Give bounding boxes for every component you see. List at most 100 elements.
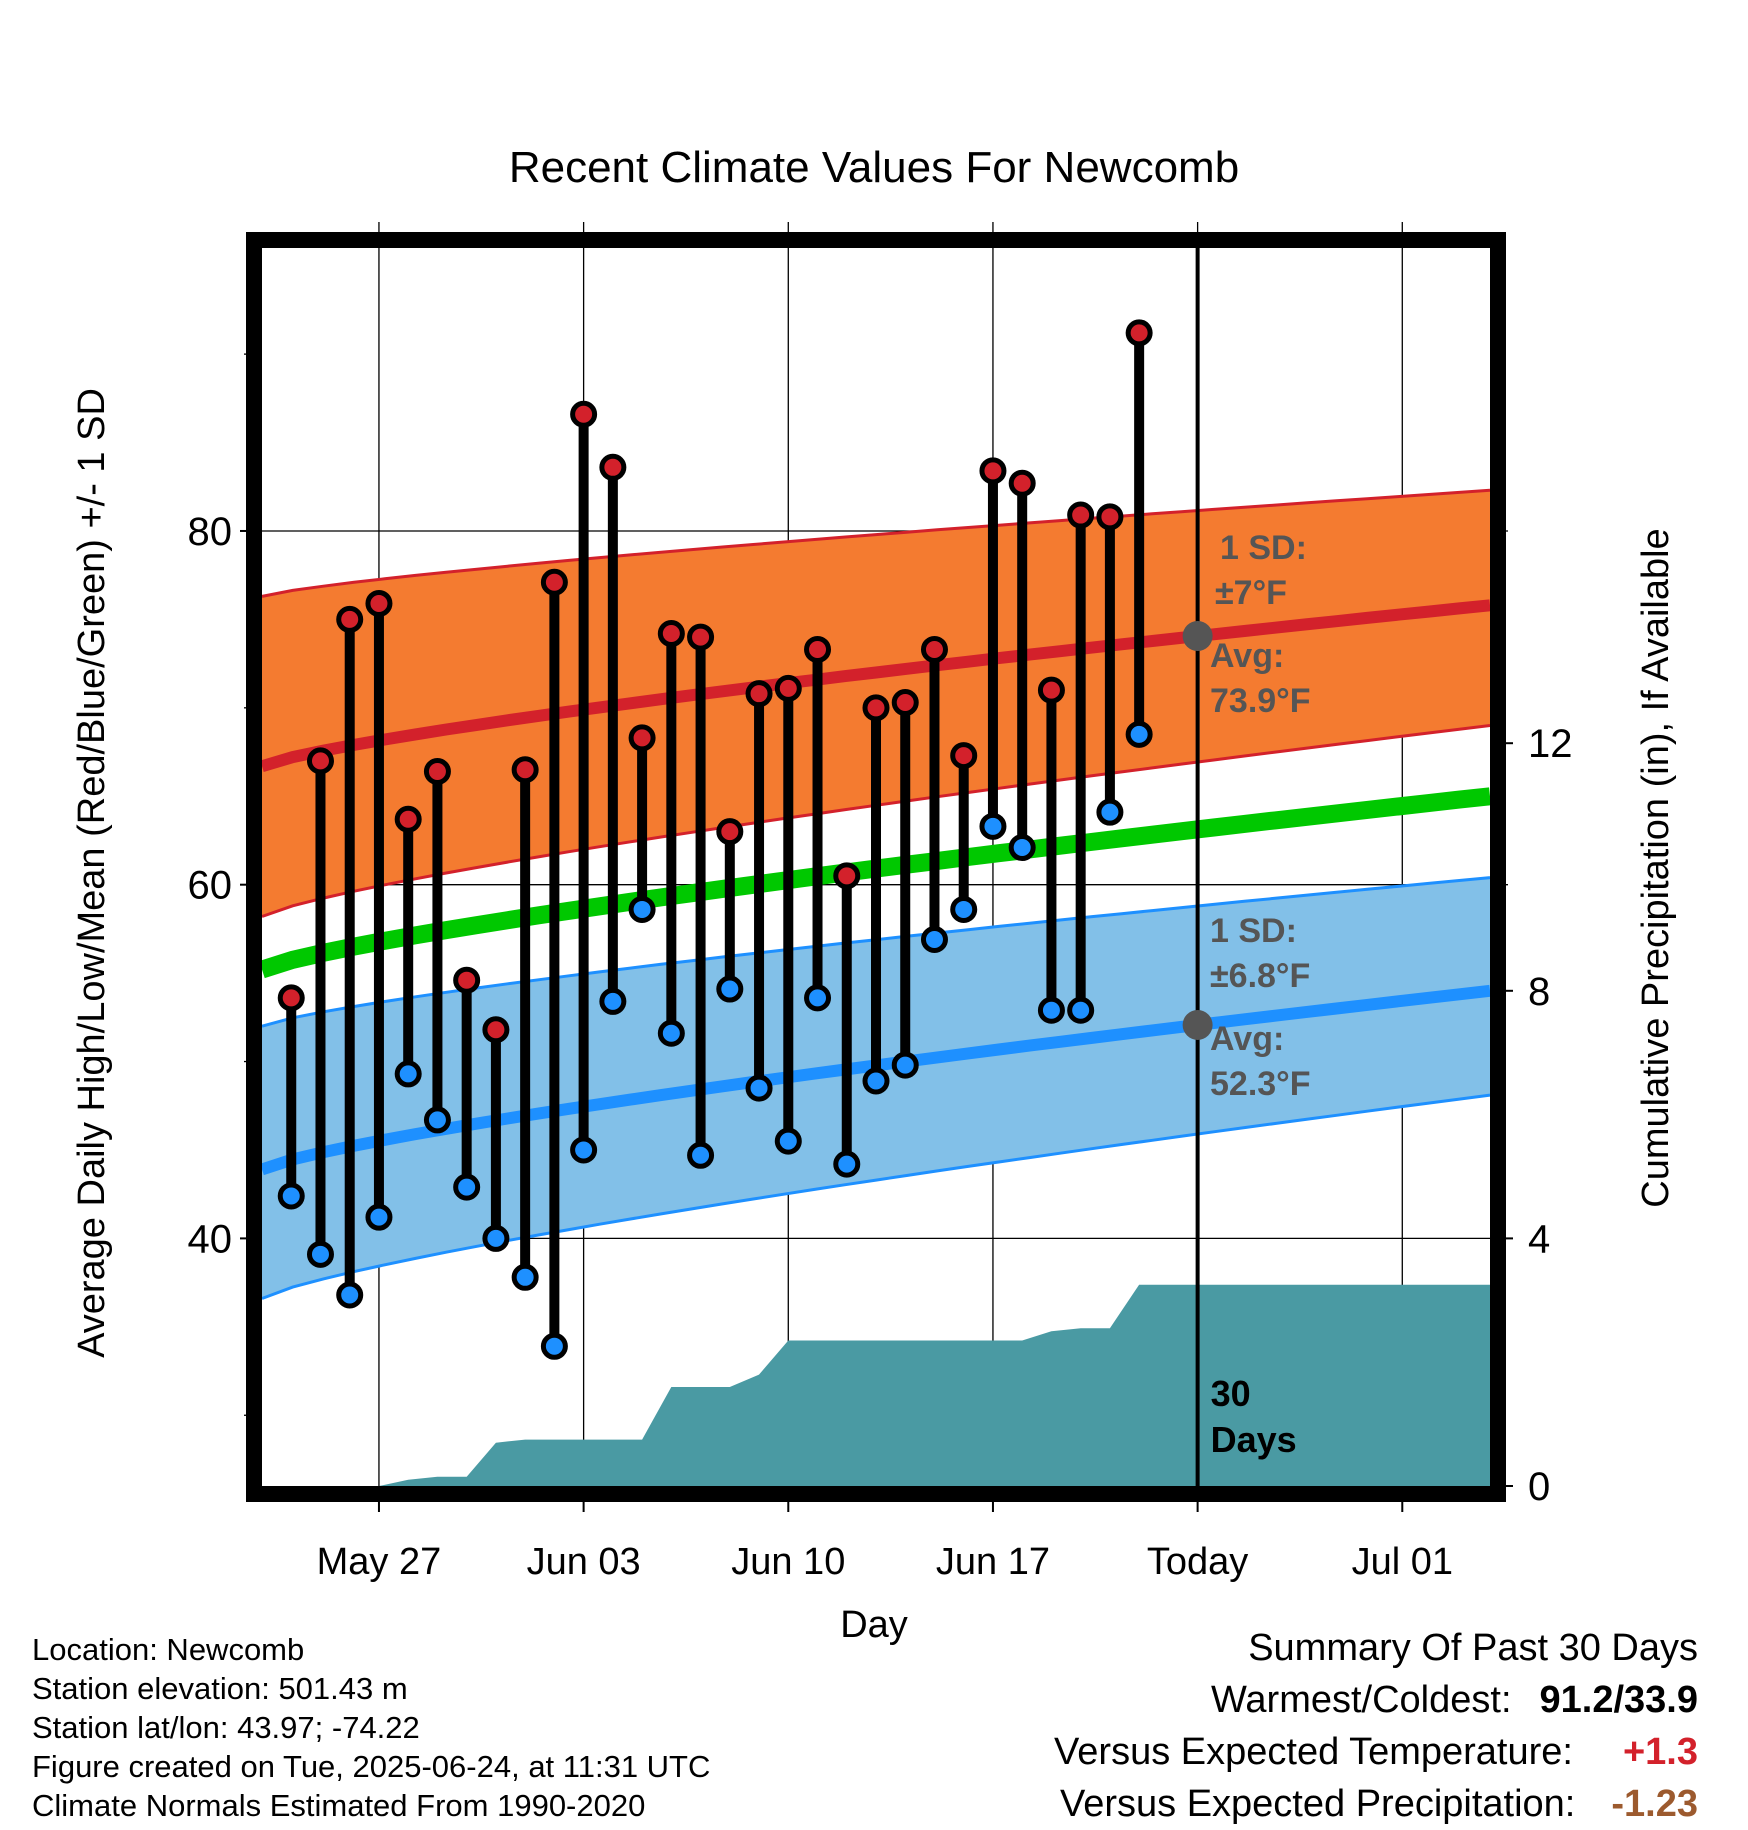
daily-high-point — [745, 680, 773, 708]
daily-low-point — [277, 1182, 305, 1210]
low-avg-label: Avg: — [1210, 1020, 1284, 1058]
days-label: 30 Days — [1211, 1373, 1297, 1460]
daily-high-point — [423, 757, 451, 785]
daily-low-point — [774, 1127, 802, 1155]
precip-value: -1.23 — [1611, 1783, 1698, 1825]
daily-high-point — [891, 689, 919, 717]
x-tick-label: Today — [1147, 1541, 1248, 1583]
daily-high-point — [306, 747, 334, 775]
latlon-text: Station lat/lon: 43.97; -74.22 — [32, 1710, 420, 1745]
daily-low-point — [482, 1224, 510, 1252]
daily-low-point — [862, 1067, 890, 1095]
daily-low-point — [1096, 798, 1124, 826]
summary-heading: Summary Of Past 30 Days — [1248, 1627, 1698, 1669]
daily-low-point — [1008, 834, 1036, 862]
x-tick-label: Jun 03 — [527, 1541, 641, 1583]
high-avg-value: 73.9°F — [1210, 682, 1311, 720]
daily-high-point — [833, 862, 861, 890]
high-upper-line — [261, 488, 1491, 598]
x-axis-label: Day — [840, 1604, 908, 1646]
daily-high-point — [1008, 469, 1036, 497]
daily-high-point — [453, 966, 481, 994]
daily-low-point — [540, 1332, 568, 1360]
daily-low-point — [394, 1060, 422, 1088]
station-info: Location: Newcomb Station elevation: 501… — [32, 1630, 710, 1825]
y-tick-label: 80 — [188, 510, 233, 554]
precip-cumulative-area — [291, 1284, 1491, 1486]
daily-low-point — [570, 1136, 598, 1164]
y2-tick-label: 0 — [1528, 1465, 1550, 1509]
daily-high-point — [336, 605, 364, 633]
days-label-line: Days — [1211, 1419, 1297, 1460]
daily-high-point — [277, 984, 305, 1012]
temp-value: +1.3 — [1622, 1731, 1698, 1773]
daily-high-point — [482, 1016, 510, 1044]
daily-high-point — [1096, 503, 1124, 531]
observed-series — [277, 319, 1213, 1360]
y-tick-label: 60 — [188, 864, 233, 908]
daily-low-point — [920, 926, 948, 954]
x-tick-label: Jun 10 — [731, 1541, 845, 1583]
precip-label: Versus Expected Precipitation: — [1059, 1783, 1576, 1825]
y2-axis-label: Cumulative Precipitation (in), If Availa… — [1635, 528, 1677, 1207]
daily-high-point — [394, 805, 422, 833]
high-sd-label: 1 SD: — [1220, 529, 1307, 567]
today-high-normal-marker — [1182, 621, 1213, 652]
warm-cold-value: 91.2/33.9 — [1539, 1679, 1698, 1721]
daily-high-point — [628, 724, 656, 752]
summary-precipitation: Versus Expected Precipitation: -1.23 — [1054, 1778, 1698, 1830]
daily-low-point — [745, 1074, 773, 1102]
created-text: Figure created on Tue, 2025-06-24, at 11… — [32, 1749, 711, 1784]
daily-low-point — [365, 1203, 393, 1231]
elevation-text: Station elevation: 501.43 m — [32, 1671, 408, 1706]
daily-low-point — [306, 1240, 334, 1268]
daily-high-point — [365, 589, 393, 617]
daily-low-point — [1067, 996, 1095, 1024]
low-avg-value: 52.3°F — [1210, 1065, 1311, 1103]
daily-high-point — [540, 568, 568, 596]
normals-text: Climate Normals Estimated From 1990-2020 — [32, 1788, 646, 1823]
high-sd-value: ±7°F — [1215, 574, 1287, 612]
high-avg-label: Avg: — [1210, 637, 1284, 675]
precipitation-area — [291, 248, 1491, 1486]
daily-high-point — [570, 400, 598, 428]
daily-high-point — [862, 694, 890, 722]
daily-high-point — [804, 635, 832, 663]
daily-low-point — [628, 895, 656, 923]
daily-high-point — [1125, 319, 1153, 347]
daily-low-point — [716, 975, 744, 1003]
summary-warm-cold: Warmest/Coldest: 91.2/33.9 — [1054, 1674, 1698, 1726]
daily-high-point — [657, 620, 685, 648]
location-text: Location: Newcomb — [32, 1632, 305, 1667]
daily-low-point — [423, 1106, 451, 1134]
daily-high-point — [687, 623, 715, 651]
daily-low-point — [979, 812, 1007, 840]
daily-low-point — [599, 987, 627, 1015]
chart-title: Recent Climate Values For Newcomb — [509, 143, 1239, 192]
y2-tick-label: 8 — [1528, 970, 1550, 1014]
daily-high-point — [599, 453, 627, 481]
daily-high-point — [979, 457, 1007, 485]
axis-labels: Recent Climate Values For Newcomb Day Av… — [71, 143, 1677, 1646]
high-mean-line — [260, 599, 1491, 772]
y2-tick-label: 12 — [1528, 722, 1573, 766]
daily-low-point — [657, 1019, 685, 1047]
daily-high-point — [774, 674, 802, 702]
daily-high-point — [511, 756, 539, 784]
temp-label: Versus Expected Temperature: — [1054, 1731, 1573, 1773]
days-label-line: 30 — [1211, 1373, 1251, 1414]
daily-high-point — [920, 635, 948, 663]
daily-low-point — [891, 1051, 919, 1079]
axis-ticks: May 27 Jun 03 Jun 10 Jun 17 Today Jul 0140608… — [188, 353, 1573, 1583]
low-sd-label: 1 SD: — [1210, 912, 1297, 950]
daily-low-point — [833, 1150, 861, 1178]
x-tick-label: Jul 01 — [1352, 1541, 1453, 1583]
low-sd-value: ±6.8°F — [1210, 957, 1310, 995]
daily-high-point — [950, 742, 978, 770]
daily-low-point — [687, 1141, 715, 1169]
daily-low-point — [1125, 720, 1153, 748]
y2-tick-label: 4 — [1528, 1217, 1550, 1261]
today-low-normal-marker — [1182, 1009, 1213, 1040]
daily-low-point — [511, 1263, 539, 1291]
